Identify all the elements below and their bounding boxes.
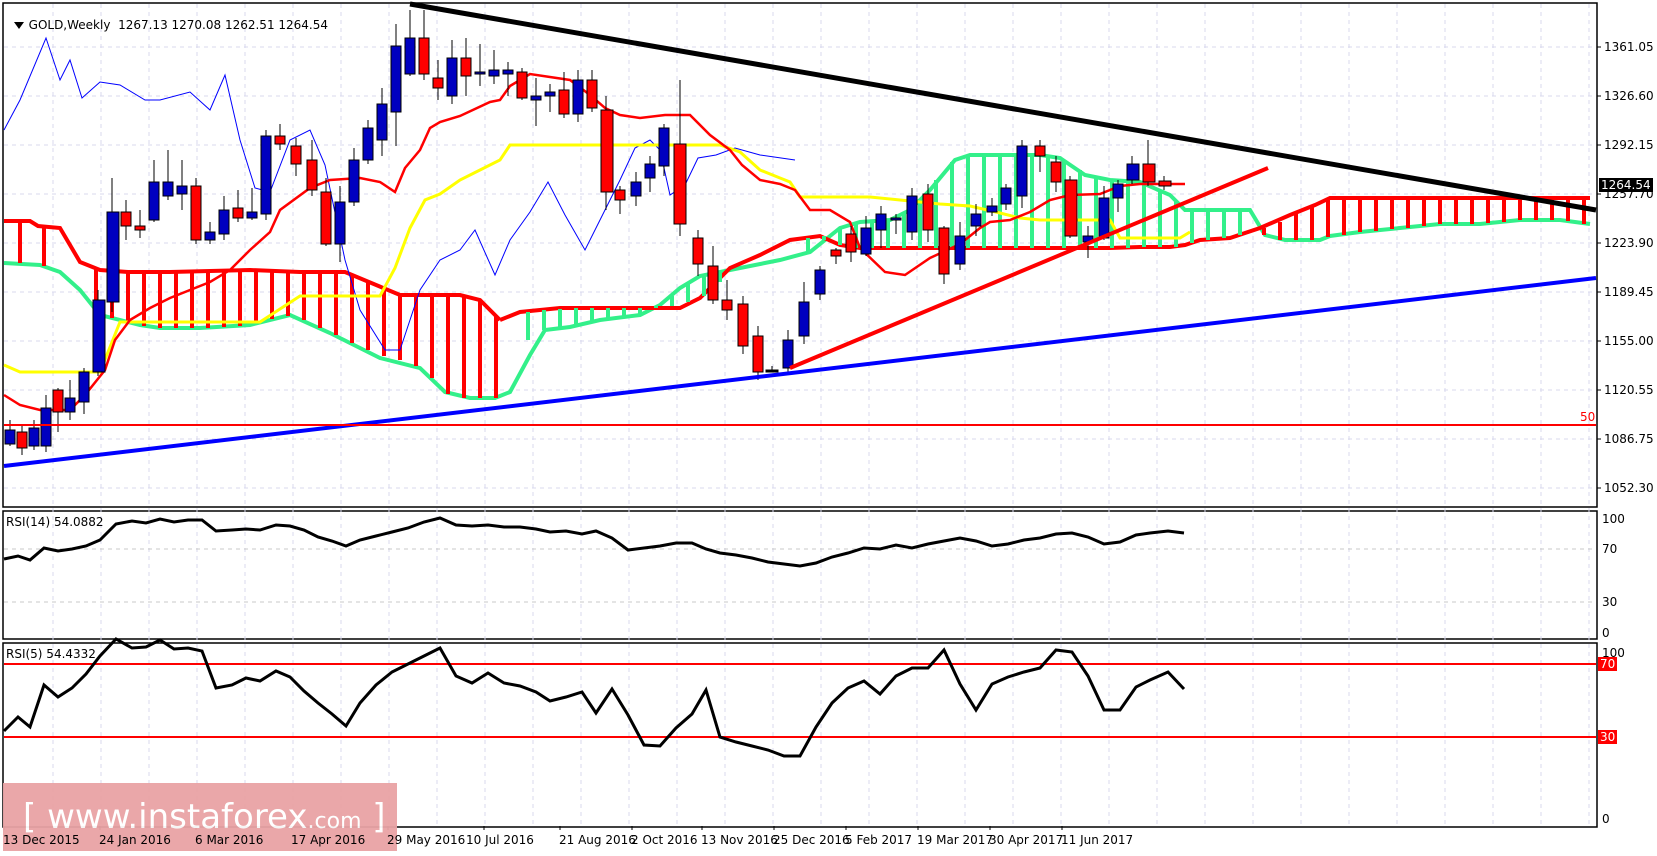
resistance-trendline[interactable] <box>409 1 1597 213</box>
rsi14-axis-label: 30 <box>1602 595 1618 609</box>
time-label: 25 Dec 2016 <box>773 833 850 847</box>
current-price-marker: 1264.54 <box>1599 178 1653 192</box>
rsi14-axis-label: 0 <box>1602 626 1610 640</box>
price-label: 1292.15 <box>1604 138 1654 152</box>
watermark-text: www.instaforex <box>36 797 308 837</box>
time-label: 17 Apr 2016 <box>291 833 366 847</box>
time-label: 24 Jan 2016 <box>99 833 171 847</box>
rsi5-level-30-label: 30 <box>1598 730 1618 744</box>
price-label: 1326.60 <box>1604 89 1654 103</box>
time-label: 30 Apr 2017 <box>989 833 1064 847</box>
rsi5-label: RSI(5) 54.4332 <box>6 647 96 661</box>
rsi14-axis-label: 100 <box>1602 512 1625 526</box>
chikou-span <box>3 36 796 351</box>
time-label: 13 Dec 2015 <box>3 833 80 847</box>
price-label: 1189.45 <box>1604 285 1654 299</box>
rsi5-axis-label: 0 <box>1602 812 1610 826</box>
rsi14-pane[interactable] <box>2 510 1598 640</box>
rsi14-line <box>3 516 1185 568</box>
price-label: 1052.30 <box>1604 481 1654 495</box>
rsi14-axis-label: 70 <box>1602 542 1618 556</box>
time-label: 10 Jul 2016 <box>466 833 534 847</box>
short-support-trendline[interactable] <box>789 166 1269 370</box>
rsi5-level-70-label: 70 <box>1598 657 1618 671</box>
instaforex-watermark: [ www.instaforex.com ] <box>3 783 397 851</box>
time-label: 29 May 2016 <box>387 833 466 847</box>
kijun-sen <box>3 143 1191 374</box>
rsi14-label: RSI(14) 54.0882 <box>6 515 104 529</box>
time-label: 19 Mar 2017 <box>917 833 994 847</box>
rsi5-axis-label: 100 <box>1602 646 1625 660</box>
watermark-bracket-open: [ <box>23 797 37 837</box>
ohlc-values: 1267.13 1270.08 1262.51 1264.54 <box>118 18 329 32</box>
price-label: 1223.90 <box>1604 236 1654 250</box>
time-label: 13 Nov 2016 <box>701 833 778 847</box>
time-label: 2 Oct 2016 <box>631 833 698 847</box>
candlesticks[interactable] <box>4 10 1172 455</box>
fib-level-label: 50 <box>1580 410 1596 424</box>
symbol-timeframe: GOLD,Weekly <box>28 18 111 32</box>
time-label: 11 Jun 2017 <box>1061 833 1134 847</box>
price-label: 1086.75 <box>1604 432 1654 446</box>
time-label: 5 Feb 2017 <box>845 833 913 847</box>
collapse-triangle-icon[interactable] <box>13 22 24 29</box>
price-axis-ticks <box>1597 46 1601 489</box>
price-label: 1361.05 <box>1604 40 1654 54</box>
vertical-grid <box>52 4 1590 826</box>
long-support-trendline[interactable] <box>3 276 1597 468</box>
rsi5-line <box>2 637 1186 758</box>
watermark-suffix: .com <box>307 809 362 834</box>
kumo-cloud <box>3 153 1591 400</box>
price-label: 1120.55 <box>1604 383 1654 397</box>
time-label: 6 Mar 2016 <box>195 833 264 847</box>
chart-header: GOLD,Weekly 1267.13 1270.08 1262.51 1264… <box>6 4 328 32</box>
watermark-bracket-close: ] <box>361 797 386 837</box>
time-label: 21 Aug 2016 <box>559 833 636 847</box>
price-label: 1155.00 <box>1604 334 1654 348</box>
